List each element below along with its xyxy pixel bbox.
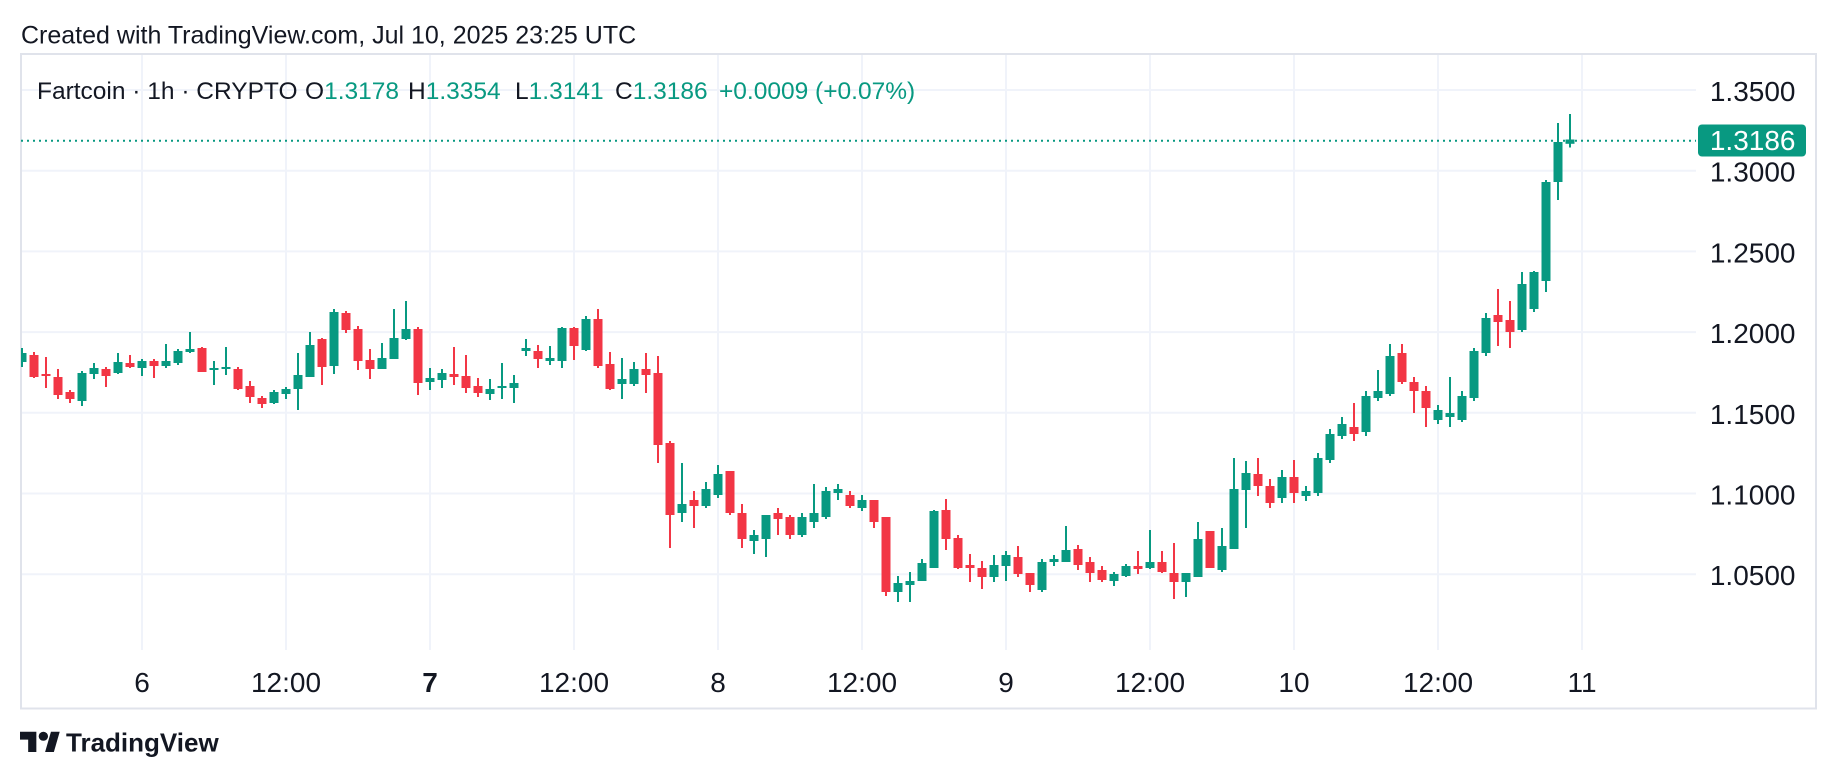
svg-text:1.3000: 1.3000 [1710, 157, 1796, 188]
svg-text:Created with TradingView.com,: Created with TradingView.com, Jul 10, 20… [21, 22, 636, 50]
svg-text:1.1500: 1.1500 [1710, 399, 1796, 430]
svg-text:C1.3186: C1.3186 [615, 78, 708, 105]
svg-text:7: 7 [422, 667, 438, 698]
svg-text:1.2500: 1.2500 [1710, 237, 1796, 268]
svg-text:1.3500: 1.3500 [1710, 76, 1796, 107]
svg-text:+0.0009 (+0.07%): +0.0009 (+0.07%) [719, 78, 915, 105]
svg-text:11: 11 [1567, 667, 1596, 698]
svg-text:12:00: 12:00 [1115, 667, 1185, 698]
svg-text:Fartcoin · 1h · CRYPTO: Fartcoin · 1h · CRYPTO [37, 78, 298, 105]
svg-text:O1.3178: O1.3178 [305, 78, 399, 105]
svg-text:H1.3354: H1.3354 [408, 78, 501, 105]
svg-text:8: 8 [710, 667, 726, 698]
svg-text:9: 9 [998, 667, 1014, 698]
svg-text:L1.3141: L1.3141 [515, 78, 604, 105]
svg-text:10: 10 [1278, 667, 1309, 698]
svg-text:12:00: 12:00 [1403, 667, 1473, 698]
svg-text:1.0500: 1.0500 [1710, 560, 1796, 591]
svg-text:1.1000: 1.1000 [1710, 480, 1796, 511]
svg-text:12:00: 12:00 [539, 667, 609, 698]
svg-text:12:00: 12:00 [251, 667, 321, 698]
svg-text:12:00: 12:00 [827, 667, 897, 698]
svg-text:TradingView: TradingView [66, 728, 219, 758]
svg-text:1.2000: 1.2000 [1710, 318, 1796, 349]
svg-text:1.3186: 1.3186 [1710, 125, 1796, 156]
svg-text:6: 6 [134, 667, 150, 698]
